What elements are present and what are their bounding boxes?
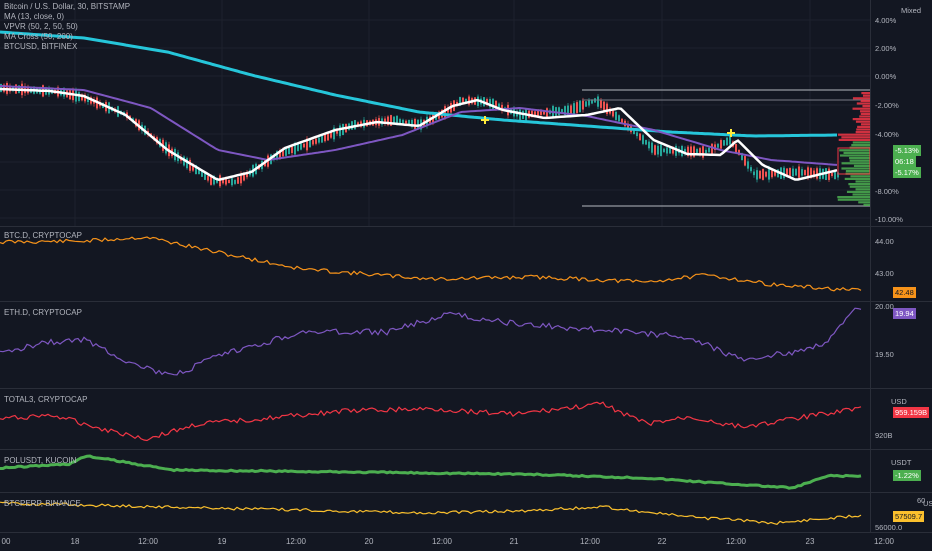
pane-separator[interactable]: [0, 492, 932, 493]
last-change-badge: -5.13%: [893, 145, 921, 156]
main-price-scale[interactable]: Mixed 4.00% 2.00% 0.00% -2.00% -4.00% -8…: [870, 0, 932, 226]
total3-scale[interactable]: USD 959.159B 920B: [870, 389, 932, 449]
main-legend: Bitcoin / U.S. Dollar, 30, BITSTAMP MA (…: [4, 2, 130, 52]
time-label: 00: [1, 537, 11, 546]
polusdt-scale[interactable]: USDT -1.22%: [870, 450, 932, 492]
total3-line-chart[interactable]: [0, 389, 870, 449]
total3-legend[interactable]: TOTAL3, CRYPTOCAP: [4, 395, 88, 404]
pane-separator[interactable]: [0, 226, 932, 227]
total3-value-badge: 959.159B: [893, 407, 930, 418]
btcd-line-chart[interactable]: [0, 227, 870, 301]
btcperp-scale[interactable]: 60 USD 57509.7 56000.0: [870, 493, 932, 532]
time-label: 23: [805, 537, 815, 546]
price-chart[interactable]: [0, 0, 870, 226]
btcperp-tick-56000: 56000.0: [875, 523, 903, 532]
tick-m10: -10.00%: [875, 215, 903, 224]
btcperp-pane[interactable]: BTCPERP, BINANCE 60 USD 57509.7 56000.0: [0, 493, 932, 532]
compare-change-badge: -5.17%: [893, 167, 921, 178]
time-label: 12:00: [873, 537, 895, 546]
total3-pane[interactable]: TOTAL3, CRYPTOCAP USD 959.159B 920B: [0, 389, 932, 449]
polusdt-line-chart[interactable]: [0, 450, 870, 492]
polusdt-pane[interactable]: POLUSDT, KUCOIN USDT -1.22%: [0, 450, 932, 492]
pane-separator[interactable]: [0, 449, 932, 450]
ethd-value-badge: 19.94: [893, 308, 916, 319]
btcperp-tick-60: 60: [917, 496, 926, 505]
legend-ma13[interactable]: MA (13, close, 0): [4, 12, 65, 21]
time-label: 20: [364, 537, 374, 546]
tick-4: 4.00%: [875, 16, 897, 25]
ethd-line-chart[interactable]: [0, 302, 870, 388]
total3-tick-920b: 920B: [875, 431, 893, 440]
btcperp-unit: USD: [923, 499, 932, 508]
btcd-pane[interactable]: BTC.D, CRYPTOCAP 44.00 43.00 42.48: [0, 227, 932, 301]
time-label: 19: [217, 537, 227, 546]
ethd-pane[interactable]: ETH.D, CRYPTOCAP 20.00 19.50 19.94: [0, 302, 932, 388]
tick-0: 0.00%: [875, 72, 897, 81]
time-label: 12:00: [431, 537, 453, 546]
legend-symbol[interactable]: Bitcoin / U.S. Dollar, 30, BITSTAMP: [4, 2, 131, 11]
btcd-value-badge: 42.48: [893, 287, 916, 298]
tick-m8: -8.00%: [875, 187, 899, 196]
time-label: 21: [509, 537, 519, 546]
time-label: 12:00: [137, 537, 159, 546]
time-axis[interactable]: 00 18 12:00 19 12:00 20 12:00 21 12:00 2…: [0, 532, 932, 551]
main-price-pane[interactable]: Bitcoin / U.S. Dollar, 30, BITSTAMP MA (…: [0, 0, 932, 226]
pane-separator[interactable]: [0, 301, 932, 302]
tick-m2: -2.00%: [875, 101, 899, 110]
btcd-scale[interactable]: 44.00 43.00 42.48: [870, 227, 932, 301]
ethd-legend[interactable]: ETH.D, CRYPTOCAP: [4, 308, 82, 317]
btcd-legend[interactable]: BTC.D, CRYPTOCAP: [4, 231, 82, 240]
scale-mode-label[interactable]: Mixed: [901, 6, 922, 15]
polusdt-unit: USDT: [891, 458, 912, 467]
pane-separator[interactable]: [0, 388, 932, 389]
ethd-tick-1950: 19.50: [875, 350, 894, 359]
ethd-scale[interactable]: 20.00 19.50 19.94: [870, 302, 932, 388]
legend-vpvr[interactable]: VPVR (50, 2, 50, 50): [4, 22, 78, 31]
bar-countdown-badge: 06:18: [893, 156, 916, 167]
ethd-tick-20: 20.00: [875, 302, 894, 311]
time-label: 12:00: [579, 537, 601, 546]
total3-unit: USD: [891, 397, 907, 406]
time-label: 22: [657, 537, 667, 546]
main-plot-area[interactable]: Bitcoin / U.S. Dollar, 30, BITSTAMP MA (…: [0, 0, 870, 226]
polusdt-legend[interactable]: POLUSDT, KUCOIN: [4, 456, 77, 465]
time-label: 12:00: [725, 537, 747, 546]
btcperp-value-badge: 57509.7: [893, 511, 925, 522]
btcperp-line-chart[interactable]: [0, 493, 870, 532]
tick-2: 2.00%: [875, 44, 897, 53]
legend-compare-symbol[interactable]: BTCUSD, BITFINEX: [4, 42, 78, 51]
legend-ma-cross[interactable]: MA Cross (50, 200): [4, 32, 73, 41]
btcd-tick-44: 44.00: [875, 237, 894, 246]
btcperp-legend[interactable]: BTCPERP, BINANCE: [4, 499, 81, 508]
btcd-tick-43: 43.00: [875, 269, 894, 278]
time-label: 18: [70, 537, 80, 546]
time-label: 12:00: [285, 537, 307, 546]
polusdt-value-badge: -1.22%: [893, 470, 921, 481]
tick-m4: -4.00%: [875, 130, 899, 139]
